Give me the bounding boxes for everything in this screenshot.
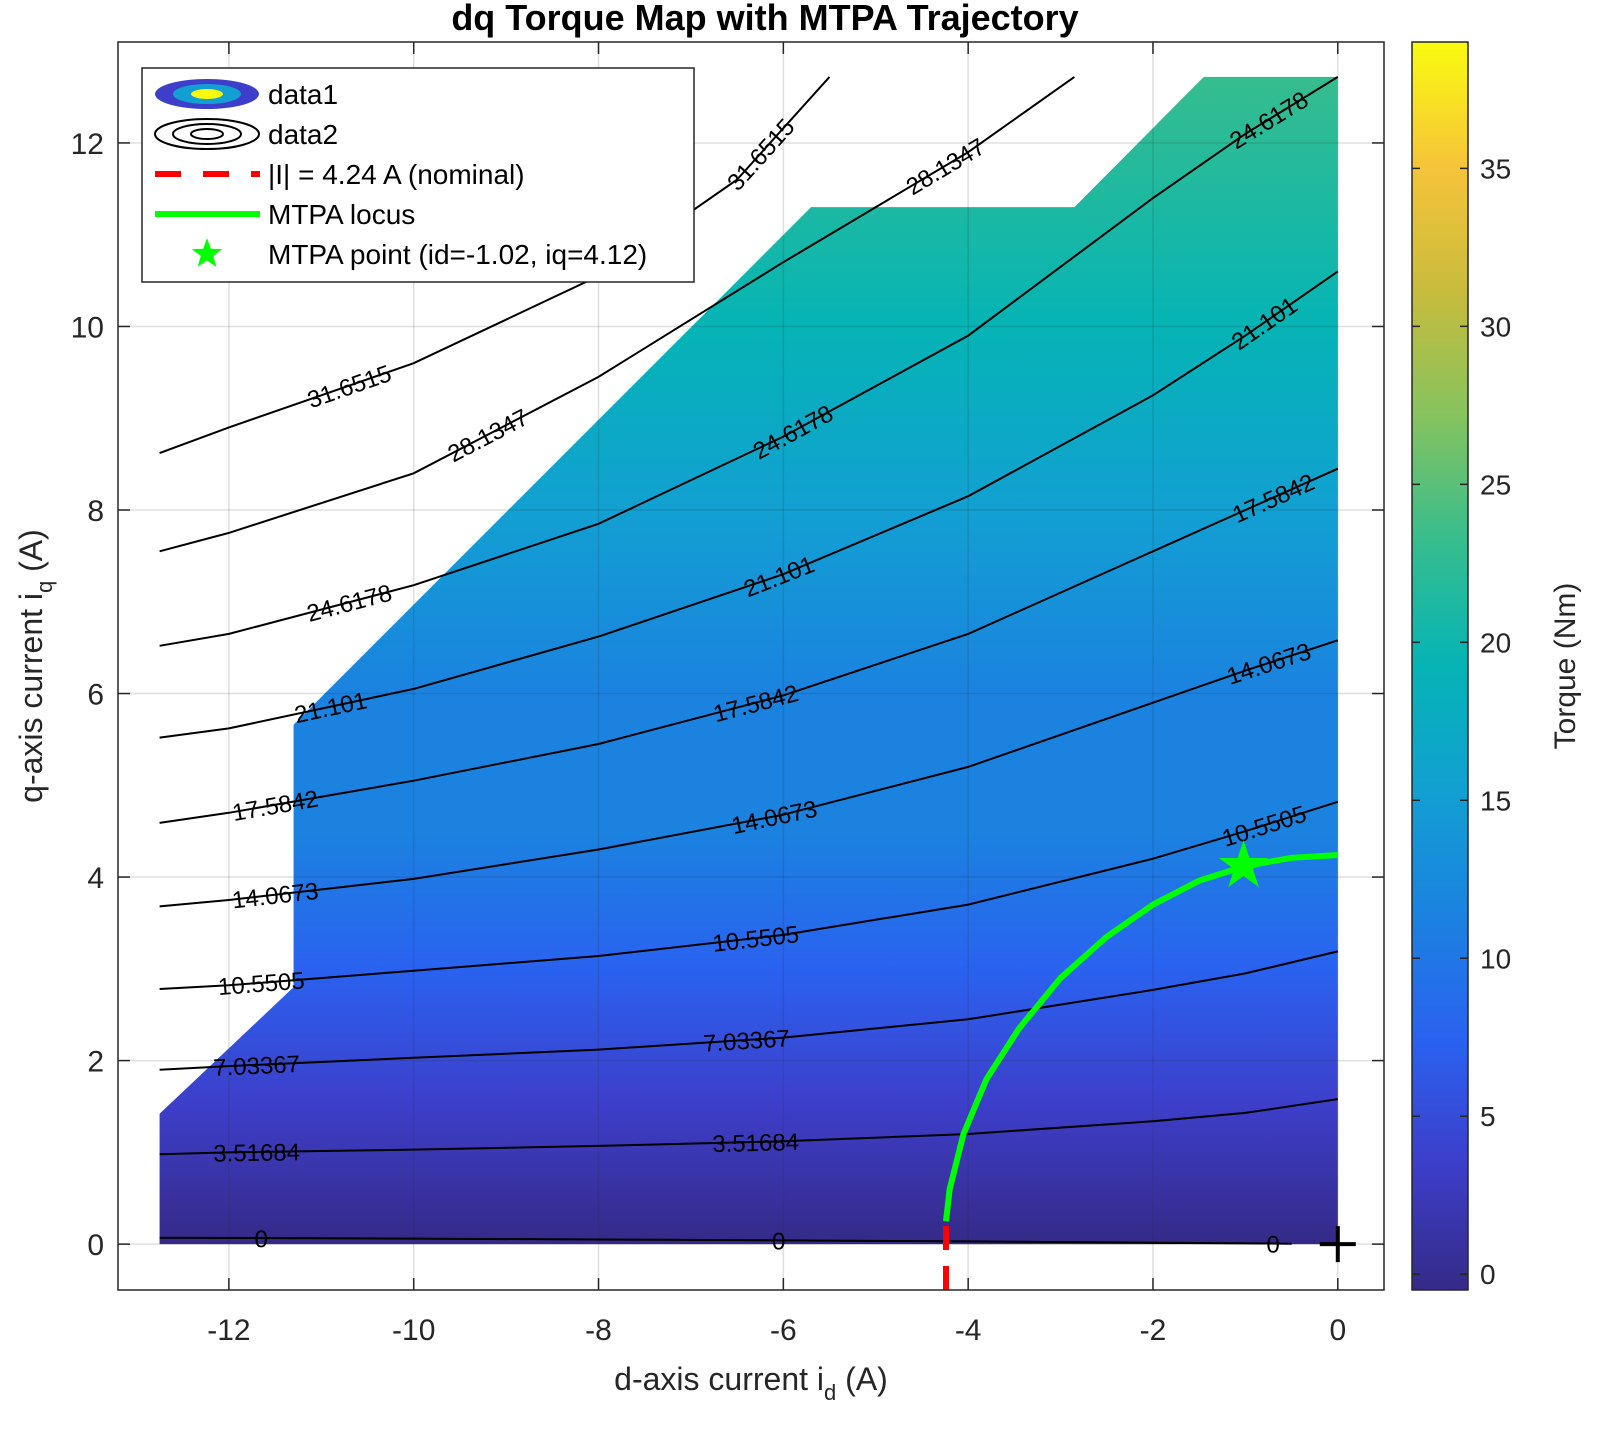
- contour-line-9: [159, 76, 831, 455]
- contour-line-7: [159, 76, 1339, 647]
- contour-label: 0: [1266, 1231, 1280, 1258]
- contour-line-4: [159, 639, 1339, 908]
- contour-label-group: 0: [772, 1228, 786, 1255]
- contour-line-5: [159, 467, 1339, 824]
- chart-title: dq Torque Map with MTPA Trajectory: [451, 0, 1078, 38]
- legend-entry-label: |I| = 4.24 A (nominal): [268, 159, 525, 190]
- x-tick-label: -8: [585, 1314, 612, 1347]
- y-tick-label: 0: [87, 1229, 104, 1262]
- contour-line-0: [159, 1236, 1292, 1245]
- mtpa-point-marker: [1218, 840, 1269, 888]
- colorbar-label: Torque (Nm): [1549, 583, 1582, 750]
- colorbar-tick-label: 10: [1480, 943, 1511, 974]
- filled-contour-region: [159, 76, 1338, 1245]
- y-tick-label: 8: [87, 495, 104, 528]
- contour-label-group: 7.03367: [213, 1051, 301, 1082]
- contour-label: 0: [772, 1228, 786, 1255]
- legend: data1 data2 |I| = 4.24 A (nominal) MTPA loc…: [141, 67, 695, 283]
- x-tick-label: -12: [207, 1314, 250, 1347]
- colorbar-tick-label: 0: [1480, 1259, 1496, 1290]
- y-tick-label: 10: [71, 311, 104, 344]
- legend-swatch-lines: [172, 123, 242, 145]
- legend-swatch-lines: [190, 128, 224, 140]
- axis-ticks: -12 -10 -8 -6 -4 -2 0 0 2 4 6 8 10 12: [71, 42, 1384, 1347]
- x-tick-label: -2: [1140, 1314, 1167, 1347]
- contour-label-group: 7.03367: [702, 1025, 790, 1058]
- legend-entry-label: MTPA point (id=-1.02, iq=4.12): [268, 239, 647, 270]
- colorbar-tick-label: 20: [1480, 627, 1511, 658]
- legend-swatch-filled-core: [191, 89, 223, 99]
- legend-swatch-star: [191, 238, 223, 267]
- contour-line-6: [159, 270, 1339, 739]
- contour-label-group: 0: [1266, 1231, 1280, 1258]
- contour-line-3: [159, 800, 1339, 990]
- legend-swatch-lines: [154, 118, 260, 150]
- colorbar-tick-label: 35: [1480, 153, 1511, 184]
- torque-region: [159, 76, 1338, 1245]
- contour-line-1: [159, 1098, 1338, 1156]
- legend-entry-label: MTPA locus: [268, 199, 415, 230]
- legend-entry-label: data1: [268, 79, 338, 110]
- contour-label: 3.51684: [712, 1129, 799, 1158]
- y-axis-label: q-axis current iq (A): [13, 529, 57, 803]
- contour-label-group: 3.51684: [712, 1129, 799, 1158]
- contour-line-8: [159, 76, 1075, 553]
- contour-label: 7.03367: [213, 1051, 301, 1082]
- y-tick-label: 6: [87, 679, 104, 712]
- x-tick-label: -4: [955, 1314, 982, 1347]
- axes-frame: [117, 41, 1385, 1291]
- colorbar-tick-label: 25: [1480, 469, 1511, 500]
- contour-line-2: [159, 950, 1339, 1071]
- contour-label: 7.03367: [702, 1025, 790, 1058]
- x-tick-label: -10: [392, 1314, 435, 1347]
- contour-label-group: 3.51684: [213, 1139, 300, 1167]
- y-tick-label: 12: [71, 128, 104, 161]
- x-axis-label: d-axis current id (A): [614, 1361, 888, 1405]
- colorbar-ticks: 0 5 10 15 20 25 30 35: [1412, 153, 1511, 1290]
- contour-label: 0: [254, 1226, 267, 1253]
- colorbar: [1411, 41, 1469, 1291]
- contour-label: 3.51684: [213, 1139, 300, 1167]
- mtpa-overlay: [942, 840, 1356, 1290]
- x-tick-label: -6: [770, 1314, 797, 1347]
- colorbar-tick-label: 30: [1480, 311, 1511, 342]
- y-tick-label: 4: [87, 862, 104, 895]
- legend-entry-label: data2: [268, 119, 338, 150]
- x-tick-label: 0: [1329, 1314, 1346, 1347]
- contour-label-group: 0: [254, 1226, 267, 1253]
- colorbar-tick-label: 5: [1480, 1101, 1496, 1132]
- y-tick-label: 2: [87, 1046, 104, 1079]
- colorbar-tick-label: 15: [1480, 785, 1511, 816]
